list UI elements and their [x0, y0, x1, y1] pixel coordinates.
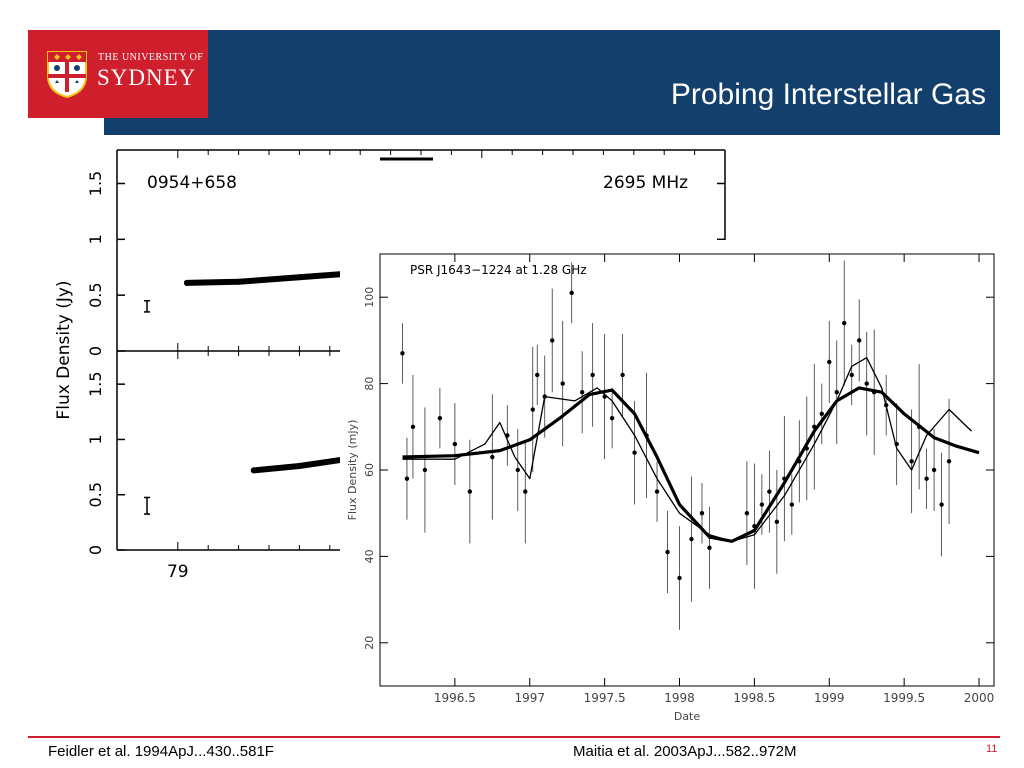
right-chart-title: PSR J1643−1224 at 1.28 GHz — [410, 263, 587, 277]
right-data-point — [946, 459, 952, 464]
right-x-tick-label: 1998.5 — [733, 691, 775, 705]
footer-left-citation: Feidler et al. 1994ApJ...430..581F — [48, 743, 274, 760]
right-data-point — [759, 502, 765, 507]
right-data-point — [632, 450, 637, 455]
right-data-point — [819, 411, 824, 417]
right-x-tick-label: 2000 — [964, 691, 995, 705]
right-data-point — [490, 454, 495, 460]
left-data-point — [250, 467, 257, 474]
right-data-point — [530, 407, 535, 412]
right-y-tick-label: 40 — [363, 549, 376, 563]
right-data-point — [422, 467, 428, 473]
left-y-tick-label: 0 — [86, 545, 105, 555]
right-data-point — [550, 338, 555, 343]
right-x-tick-label: 1999.5 — [883, 691, 925, 705]
source-label: 0954+658 — [147, 173, 237, 193]
footer-divider — [28, 736, 1000, 738]
right-data-point — [827, 359, 832, 365]
right-model-smooth-line — [402, 386, 980, 543]
right-data-point — [849, 372, 854, 378]
left-data-point — [235, 278, 242, 285]
right-data-point — [654, 489, 660, 494]
right-x-axis-label: Date — [674, 710, 701, 723]
right-y-tick-label: 100 — [363, 287, 376, 308]
right-data-point — [677, 575, 682, 581]
right-data-point — [857, 338, 862, 343]
right-x-tick-label: 1997 — [514, 691, 545, 705]
right-data-point — [467, 489, 473, 494]
right-data-point — [864, 381, 869, 386]
right-x-tick-label: 1998 — [664, 691, 695, 705]
university-logo: THE UNIVERSITY OF SYDNEY — [28, 30, 208, 118]
right-y-axis-label: Flux Density (mJy) — [346, 420, 359, 521]
left-y-tick-label: 1 — [86, 234, 105, 244]
right-data-point — [569, 290, 574, 296]
left-y-tick-label: 1.5 — [86, 171, 105, 196]
right-y-tick-label: 20 — [363, 636, 376, 650]
logo-sydney-label: SYDNEY — [97, 65, 197, 90]
right-data-point — [744, 511, 750, 516]
right-x-tick-label: 1997.5 — [584, 691, 626, 705]
header-bar — [104, 30, 1000, 135]
right-data-point — [789, 502, 795, 507]
right-data-point — [400, 351, 405, 356]
right-data-point — [590, 372, 595, 378]
left-y-tick-label: 0.5 — [86, 282, 105, 307]
slide-number: 11 — [986, 743, 998, 755]
left-y-tick-label: 0.5 — [86, 482, 105, 507]
right-data-point — [609, 415, 615, 421]
right-y-tick-label: 60 — [363, 463, 376, 477]
left-data-point — [296, 274, 303, 281]
right-data-point — [774, 519, 780, 525]
right-data-point — [689, 536, 694, 542]
right-y-tick-label: 80 — [363, 377, 376, 391]
slide-title: Probing Interstellar Gas — [670, 78, 986, 111]
left-x-tick-label: 79 — [167, 562, 189, 582]
right-data-point — [767, 489, 772, 494]
right-data-point — [437, 415, 443, 421]
left-y-axis-label: Flux Density (Jy) — [54, 280, 74, 419]
logo-university-label: THE UNIVERSITY OF — [98, 52, 204, 63]
right-data-point — [560, 381, 565, 386]
right-data-point — [909, 459, 914, 464]
right-x-tick-label: 1996.5 — [434, 691, 476, 705]
right-x-tick-label: 1999 — [814, 691, 845, 705]
right-data-point — [834, 390, 839, 395]
left-y-tick-label: 0 — [86, 346, 105, 356]
left-y-tick-label: 1 — [86, 434, 105, 444]
right-data-point — [620, 372, 625, 378]
right-data-point — [707, 545, 712, 550]
right-data-point — [924, 476, 929, 481]
right-data-point — [939, 502, 944, 507]
left-data-point — [183, 279, 190, 286]
right-data-point — [515, 467, 520, 473]
right-data-series — [400, 260, 980, 630]
crest-icon — [47, 51, 87, 98]
right-data-point — [404, 476, 410, 481]
right-data-point — [410, 424, 416, 429]
frequency-label: 2695 MHz — [603, 173, 688, 193]
right-data-point — [523, 489, 528, 494]
footer-right-citation: Maitia et al. 2003ApJ...582..972M — [573, 743, 797, 760]
left-data-point — [296, 462, 303, 469]
right-data-point — [842, 320, 847, 326]
right-data-point — [931, 467, 937, 473]
right-chart: PSR J1643−1224 at 1.28 GHz Date Flux Den… — [340, 240, 1005, 730]
right-data-point — [665, 549, 670, 555]
left-y-tick-label: 1.5 — [86, 371, 105, 396]
right-data-point — [535, 372, 540, 378]
right-data-point — [699, 511, 705, 516]
right-data-point — [579, 390, 585, 395]
right-data-point — [452, 441, 458, 447]
right-axis-ticks: 1996.5 1997 1997.5 1998 1998.5 1999 1999.5 2000… — [363, 254, 994, 705]
